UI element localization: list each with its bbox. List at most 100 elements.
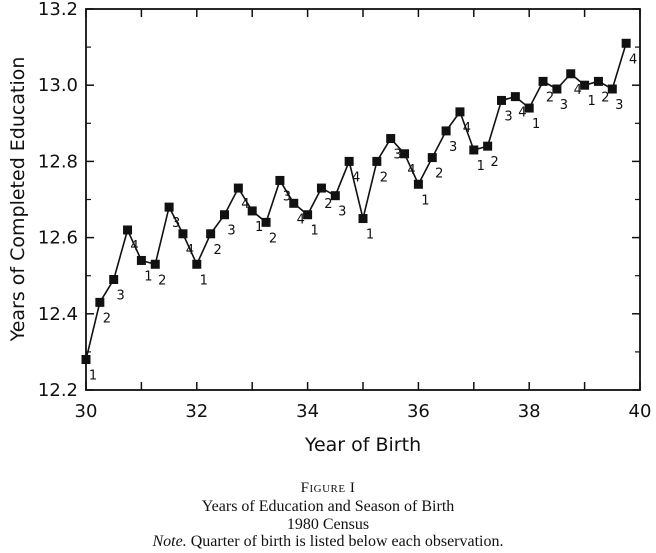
data-point (552, 84, 562, 94)
x-tick-label: 30 (75, 401, 98, 422)
note-text: Quarter of birth is listed below each ob… (186, 533, 504, 550)
y-tick-label: 12.6 (38, 228, 78, 249)
y-tick-label: 12.2 (38, 380, 78, 401)
data-point (150, 259, 160, 269)
quarter-label: 3 (504, 109, 512, 124)
data-point (178, 229, 188, 239)
data-point (524, 103, 534, 113)
data-point (469, 145, 479, 155)
quarter-label: 3 (449, 140, 457, 155)
data-point (400, 149, 410, 159)
data-point (566, 69, 576, 79)
quarter-label: 2 (435, 167, 443, 182)
data-point (136, 255, 146, 265)
y-tick-label: 12.8 (38, 151, 78, 172)
quarter-label: 4 (407, 163, 415, 178)
quarter-label: 2 (380, 170, 388, 185)
data-point (344, 156, 354, 166)
quarter-label: 1 (310, 224, 318, 239)
quarter-label: 1 (532, 117, 540, 132)
data-point (386, 134, 396, 144)
quarter-label: 1 (421, 193, 429, 208)
data-point (607, 84, 617, 94)
quarter-label: 3 (560, 98, 568, 113)
quarter-label: 4 (297, 212, 305, 227)
data-point (247, 206, 257, 216)
data-point (275, 175, 285, 185)
data-point (109, 275, 119, 285)
quarter-label: 2 (214, 243, 222, 258)
data-point (289, 198, 299, 208)
y-tick-label: 12.4 (38, 304, 78, 325)
data-point (497, 95, 506, 105)
series-line (85, 43, 627, 360)
quarter-label: 2 (103, 311, 111, 326)
data-point (81, 355, 91, 365)
quarter-label: 2 (324, 197, 332, 212)
x-tick-labels: 30 32 34 36 38 40 (75, 401, 652, 422)
plot-area-frame (85, 8, 641, 391)
y-tick-label: 13.2 (38, 0, 78, 20)
data-point (580, 80, 590, 90)
data-point (538, 76, 548, 86)
data-point (303, 210, 313, 220)
quarter-label: 1 (200, 273, 208, 288)
x-tick-label: 36 (407, 401, 430, 422)
data-point (192, 259, 202, 269)
data-point (330, 191, 340, 201)
y-tick-label: 13.0 (38, 75, 78, 96)
data-point (455, 107, 465, 117)
quarter-label: 2 (269, 231, 277, 246)
quarter-label: 1 (144, 269, 152, 284)
figure-title: Years of Education and Season of Birth (201, 498, 455, 515)
data-point (483, 141, 493, 151)
data-point (316, 183, 326, 193)
data-point (261, 217, 271, 227)
data-point (413, 179, 423, 189)
quarter-label: 4 (518, 106, 526, 121)
x-tick-label: 38 (518, 401, 541, 422)
quarter-label: 1 (587, 94, 595, 109)
data-point (220, 210, 229, 220)
quarter-label: 2 (491, 155, 499, 170)
data-point (510, 92, 520, 102)
data-point (358, 214, 368, 224)
quarter-label: 1 (255, 220, 263, 235)
x-tick-label: 34 (296, 401, 319, 422)
figure-subtitle: 1980 Census (286, 516, 370, 533)
data-point (441, 126, 451, 136)
quarter-label: 2 (546, 90, 554, 105)
data-point (164, 202, 174, 212)
data-point (123, 225, 133, 235)
data-point (95, 297, 105, 307)
quarter-label: 3 (615, 98, 623, 113)
data-point (621, 38, 631, 48)
data-point (206, 229, 216, 239)
data-point (372, 156, 382, 166)
data-point (427, 153, 437, 163)
figure-label: Figure I (300, 480, 356, 496)
quarter-label: 4 (629, 52, 637, 67)
y-tick-labels: 12.2 12.4 12.6 12.8 13.0 13.2 (38, 0, 78, 401)
quarter-label: 4 (463, 121, 471, 136)
quarter-label: 1 (89, 369, 97, 384)
quarter-label: 1 (366, 228, 374, 243)
axis-ticks (85, 8, 641, 391)
quarter-label: 3 (283, 189, 291, 204)
x-tick-label: 40 (629, 401, 652, 422)
quarter-label: 4 (241, 197, 249, 212)
quarter-label: 2 (158, 273, 166, 288)
y-axis-label: Years of Completed Education (7, 57, 29, 343)
quarter-label: 4 (130, 239, 138, 254)
quarter-label: 2 (601, 90, 609, 105)
note-lead: Note. (152, 533, 187, 550)
quarter-label: 3 (227, 224, 235, 239)
figure-note: Note. Quarter of birth is listed below e… (0, 533, 656, 551)
quarter-label: 3 (172, 216, 180, 231)
data-point (233, 183, 243, 193)
quarter-label: 3 (394, 148, 402, 163)
quarter-label: 4 (352, 170, 360, 185)
quarter-label: 1 (477, 159, 485, 174)
x-axis-label: Year of Birth (304, 434, 421, 456)
